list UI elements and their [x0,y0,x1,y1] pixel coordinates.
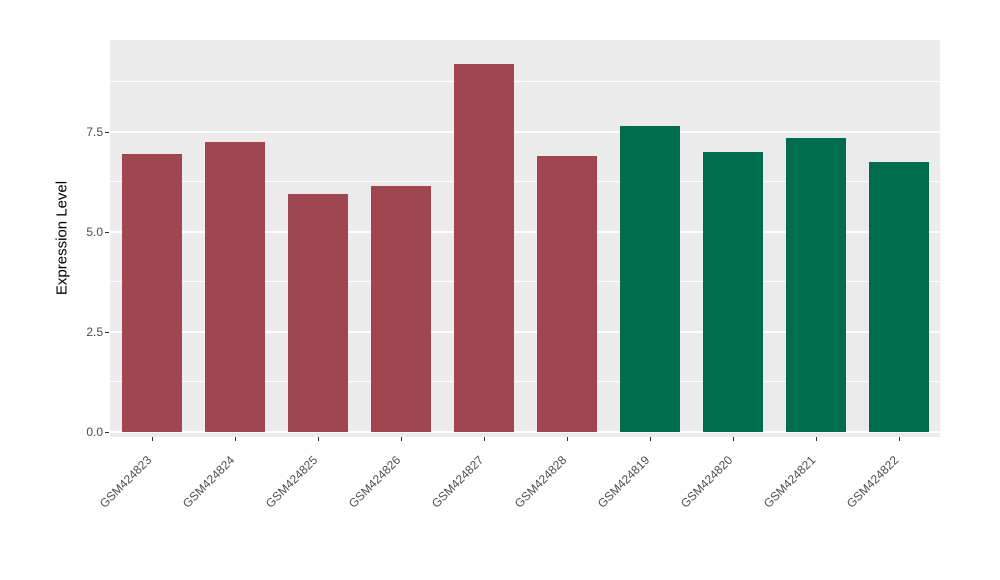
x-tick-mark [317,437,319,441]
plot-panel [110,40,940,437]
minor-gridline [110,181,940,182]
x-tick-label: GSM424822 [843,453,902,511]
x-tick-mark [649,437,651,441]
x-tick-label: GSM424821 [760,453,819,511]
major-gridline [110,231,940,233]
x-tick-mark [815,437,817,441]
bar [370,186,431,432]
minor-gridline [110,281,940,282]
major-gridline [110,331,940,333]
bar [619,126,680,432]
bar [204,142,265,432]
x-tick-mark [234,437,236,441]
x-tick-mark [483,437,485,441]
bar [868,162,929,432]
bar [785,138,846,432]
y-tick-label: 5.0 [86,225,103,239]
x-tick-mark [151,437,153,441]
major-gridline [110,131,940,133]
y-tick-mark [105,131,109,133]
bar [453,64,514,432]
y-tick-mark [105,431,109,433]
x-tick-label: GSM424826 [345,453,404,511]
x-tick-mark [898,437,900,441]
y-tick-label: 2.5 [86,325,103,339]
y-tick-label: 7.5 [86,125,103,139]
y-axis-title: Expression Level [53,180,71,296]
x-tick-label: GSM424820 [677,453,736,511]
minor-gridline [110,81,940,82]
x-tick-mark [732,437,734,441]
x-tick-label: GSM424828 [511,453,570,511]
x-tick-label: GSM424823 [96,453,155,511]
x-tick-label: GSM424824 [179,453,238,511]
x-axis-labels: GSM424823 GSM424824 GSM424825 GSM424826 GSM4… [97,443,940,573]
bar [287,194,348,432]
y-tick-mark [105,331,109,333]
x-tick-mark [400,437,402,441]
y-tick-mark [105,231,109,233]
minor-gridline [110,381,940,382]
bar [536,156,597,432]
x-tick-label: GSM424819 [594,453,653,511]
x-tick-label: GSM424825 [262,453,321,511]
major-gridline [110,431,940,433]
bar [121,154,182,432]
x-tick-label: GSM424827 [428,453,487,511]
y-tick-label: 0.0 [86,425,103,439]
bar [702,152,763,432]
x-tick-mark [566,437,568,441]
